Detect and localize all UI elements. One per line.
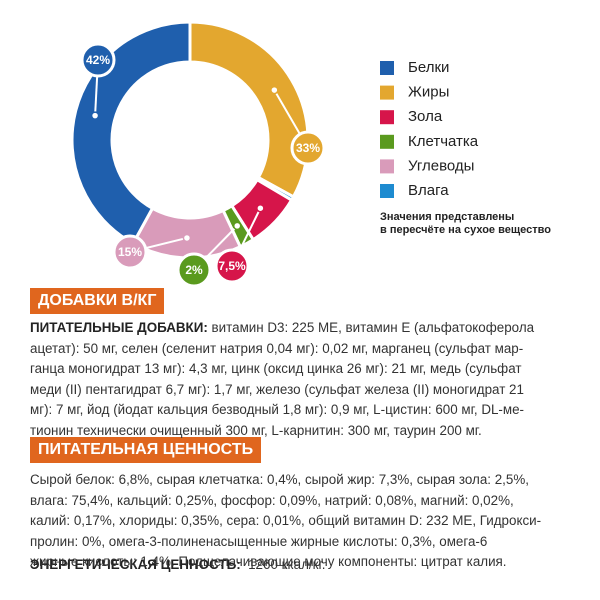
leader-dot xyxy=(232,221,242,231)
value-bubble xyxy=(176,252,212,285)
text-line: ацетат): 50 мг, селен (селенит натрия 0,… xyxy=(30,340,524,356)
text-line: ПИТАТЕЛЬНЫЕ ДОБАВКИ: витамин D3: 225 МЕ,… xyxy=(30,320,590,335)
text: витамин D3: 225 МЕ, витамин Е (альфатоко… xyxy=(207,320,535,335)
leader-dot xyxy=(256,203,265,213)
value-label: 7,5% xyxy=(218,259,246,273)
text-line: Сырой белок: 6,8%, сырая клетчатка: 0,4%… xyxy=(30,472,529,487)
legend-swatch xyxy=(380,134,394,149)
donut-segment xyxy=(70,20,192,246)
value-bubble xyxy=(290,130,326,166)
note: Значения представлены xyxy=(380,211,514,223)
energy-value: 1260 ккал/кг. xyxy=(248,557,326,572)
legend-label: Клетчатка xyxy=(408,133,479,150)
legend-swatch xyxy=(380,110,394,125)
legend-swatch xyxy=(380,85,394,100)
legend-label: Жиры xyxy=(408,84,449,101)
value-bubble xyxy=(80,42,116,78)
legend-label: Углеводы xyxy=(408,157,474,174)
chart: 42% 33% 7,5% 2% 15% Белки Жиры Зола Клетчатка Угл… xyxy=(70,20,551,285)
section-header: ПИТАТЕЛЬНАЯ ЦЕННОСТЬ xyxy=(30,437,262,463)
value-label: 15% xyxy=(118,245,142,259)
energy-label: ЭНЕРГЕТИЧЕСКАЯ ЦЕННОСТЬ: xyxy=(30,557,241,572)
leader-dot xyxy=(270,85,279,95)
text-line: меди (II) пентагидрат 6,7 мг): 1,7 мг, ж… xyxy=(30,381,524,397)
lead: ПИТАТЕЛЬНЫЕ ДОБАВКИ: xyxy=(30,320,208,335)
text-line: мг): 7 мг, йод (йодат кальция безводный … xyxy=(30,402,525,418)
text-line: влага: 75,4%, кальций: 0,25%, фосфор: 0,… xyxy=(30,492,514,508)
value-bubble xyxy=(112,234,148,270)
text-line: тионин технически очищенный 300 мг, L-ка… xyxy=(30,423,482,438)
text-line: жирные кислоты: 1,4%. Подщелачивающие мо… xyxy=(30,554,507,570)
donut-segment xyxy=(188,20,310,199)
legend-label: Белки xyxy=(408,59,449,76)
legend-label: Зола xyxy=(408,108,443,125)
text-line: ЭНЕРГЕТИЧЕСКАЯ ЦЕННОСТЬ: 1260 ккал/кг. xyxy=(30,557,590,572)
value-label: 42% xyxy=(86,53,110,67)
text-line: ганца моногидрат 13 мг): 4,3 мг, цинк (о… xyxy=(30,361,522,377)
legend-label: Влага xyxy=(408,182,449,199)
note: в пересчёте на сухое вещество xyxy=(380,224,551,236)
legend-swatch xyxy=(380,61,394,75)
legend-swatch xyxy=(380,159,394,174)
legend-swatch xyxy=(380,184,394,198)
value-label: 2% xyxy=(185,263,203,277)
text-line: калий: 0,17%, хлориды: 0,35%, сера: 0,01… xyxy=(30,513,542,529)
value-bubble xyxy=(214,248,250,284)
value-label: 33% xyxy=(296,141,320,155)
leader-dot xyxy=(90,111,100,120)
section-header: ДОБАВКИ В/КГ xyxy=(30,288,165,314)
text-line: пролин: 0%, омега-3-полиненасыщенные жир… xyxy=(30,533,488,549)
leader-dot xyxy=(182,233,192,243)
